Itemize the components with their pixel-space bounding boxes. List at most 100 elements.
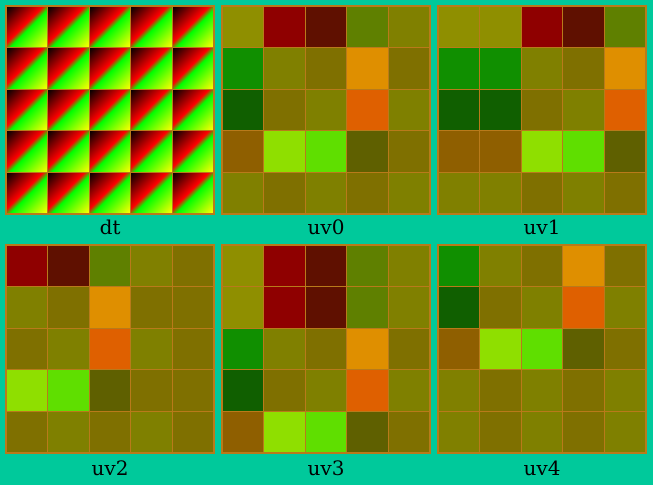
texture-cell <box>521 287 563 328</box>
texture-cell <box>563 328 604 370</box>
texture-cell <box>521 48 563 89</box>
texture-cell <box>131 246 172 287</box>
texture-cell <box>172 287 213 328</box>
texture-cell <box>172 328 213 370</box>
texture-cell <box>480 411 521 452</box>
texture-cell <box>131 328 172 370</box>
texture-cell <box>439 89 480 131</box>
texture-cell <box>388 172 429 213</box>
texture-cell <box>563 7 604 48</box>
texture-cell <box>264 48 305 89</box>
texture-cell <box>347 48 388 89</box>
texture-cell <box>264 131 305 172</box>
texture-cell <box>439 411 480 452</box>
texture-cell <box>172 370 213 411</box>
texture-cell <box>264 7 305 48</box>
texture-cell <box>89 172 131 213</box>
texture-cell <box>347 7 388 48</box>
texture-cell <box>439 7 480 48</box>
texture-cell <box>305 89 347 131</box>
texture-cell <box>439 246 480 287</box>
texture-cell <box>521 7 563 48</box>
texture-cell <box>48 370 89 411</box>
texture-cell <box>388 246 429 287</box>
texture-cell <box>347 89 388 131</box>
panel-label-uv4: uv4 <box>523 456 561 480</box>
texture-cell <box>305 246 347 287</box>
texture-cell <box>172 89 213 131</box>
texture-cell <box>347 328 388 370</box>
texture-cell <box>305 370 347 411</box>
texture-cell <box>388 48 429 89</box>
texture-cell <box>7 89 48 131</box>
texture-cell <box>48 7 89 48</box>
texture-cell <box>131 48 172 89</box>
texture-cell <box>7 328 48 370</box>
texture-cell <box>604 246 645 287</box>
texture-cell <box>388 131 429 172</box>
texture-cell <box>223 370 264 411</box>
texture-panel-uv3 <box>221 244 431 454</box>
texture-cell <box>439 48 480 89</box>
texture-cell <box>264 89 305 131</box>
texture-cell <box>480 328 521 370</box>
texture-cell <box>89 131 131 172</box>
texture-cell <box>7 48 48 89</box>
texture-cell <box>223 7 264 48</box>
texture-cell <box>264 328 305 370</box>
texture-cell <box>521 328 563 370</box>
texture-cell <box>223 131 264 172</box>
texture-cell <box>521 370 563 411</box>
texture-cell <box>347 370 388 411</box>
texture-cell <box>89 287 131 328</box>
texture-panel-uv4 <box>437 244 647 454</box>
texture-cell <box>305 172 347 213</box>
texture-cell <box>305 131 347 172</box>
texture-cell <box>172 172 213 213</box>
texture-cell <box>388 287 429 328</box>
texture-cell <box>563 287 604 328</box>
texture-cell <box>48 172 89 213</box>
texture-cell <box>7 287 48 328</box>
texture-cell <box>264 411 305 452</box>
texture-cell <box>388 7 429 48</box>
texture-cell <box>521 411 563 452</box>
texture-cell <box>89 48 131 89</box>
texture-cell <box>89 7 131 48</box>
texture-cell <box>264 370 305 411</box>
texture-cell <box>172 246 213 287</box>
texture-cell <box>223 328 264 370</box>
texture-cell <box>7 411 48 452</box>
texture-cell <box>604 131 645 172</box>
texture-cell <box>388 89 429 131</box>
texture-cell <box>521 172 563 213</box>
texture-cell <box>305 287 347 328</box>
texture-cell <box>264 287 305 328</box>
texture-cell <box>439 370 480 411</box>
texture-cell <box>7 172 48 213</box>
texture-cell <box>89 89 131 131</box>
texture-cell <box>172 7 213 48</box>
texture-cell <box>48 89 89 131</box>
panel-label-uv3: uv3 <box>307 456 345 480</box>
texture-cell <box>604 172 645 213</box>
panel-label-uv2: uv2 <box>91 456 129 480</box>
texture-panel-uv2 <box>5 244 215 454</box>
texture-cell <box>347 131 388 172</box>
texture-cell <box>172 131 213 172</box>
texture-cell <box>89 411 131 452</box>
texture-cell <box>388 370 429 411</box>
texture-cell <box>480 370 521 411</box>
texture-cell <box>48 48 89 89</box>
texture-cell <box>439 287 480 328</box>
texture-cell <box>563 172 604 213</box>
texture-cell <box>264 246 305 287</box>
texture-cell <box>48 328 89 370</box>
texture-cell <box>131 370 172 411</box>
texture-cell <box>563 48 604 89</box>
texture-cell <box>480 48 521 89</box>
texture-cell <box>264 172 305 213</box>
texture-cell <box>305 411 347 452</box>
texture-cell <box>439 172 480 213</box>
texture-cell <box>563 411 604 452</box>
